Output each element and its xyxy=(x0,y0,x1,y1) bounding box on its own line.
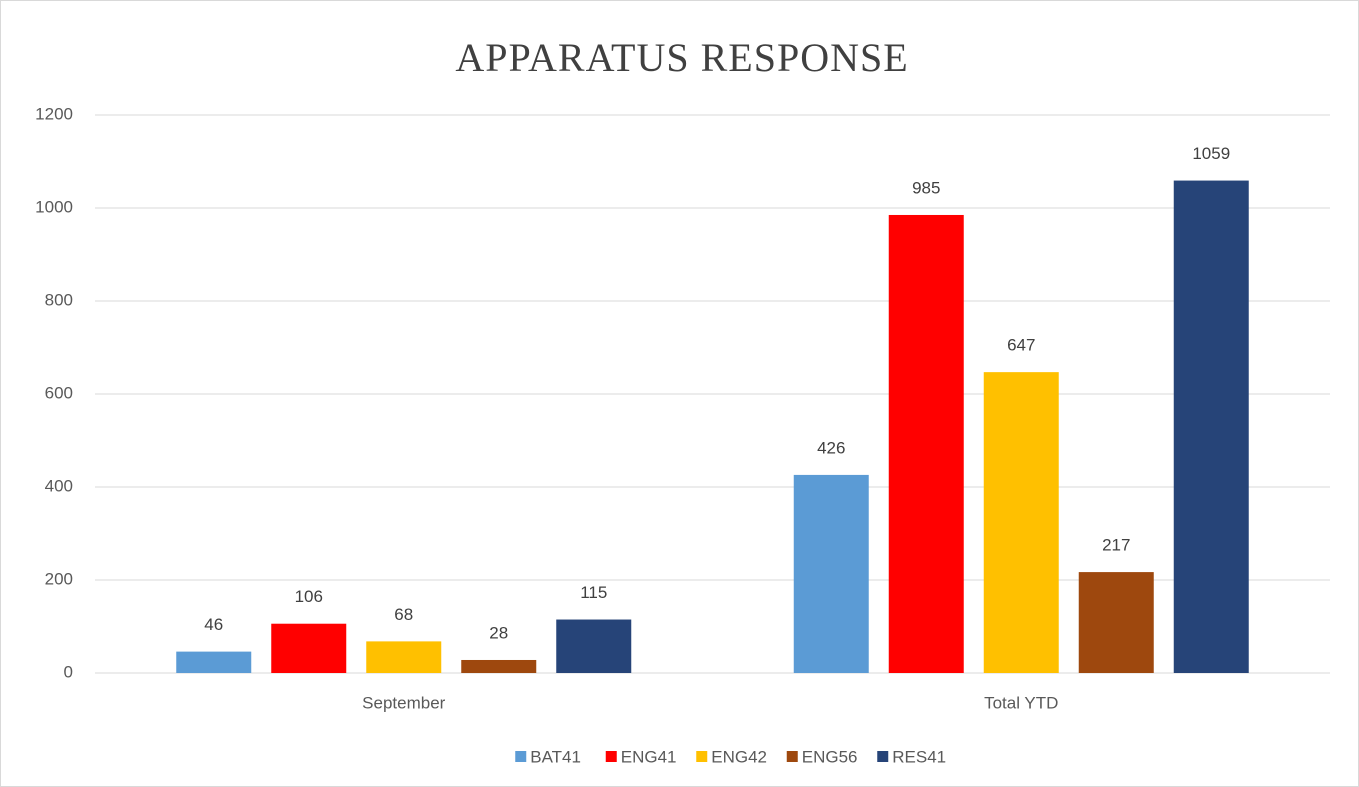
bar xyxy=(556,619,632,673)
bar xyxy=(793,474,869,673)
legend-label: ENG56 xyxy=(802,747,858,766)
x-tick-label: September xyxy=(362,693,445,712)
bar xyxy=(366,641,442,673)
legend-swatch xyxy=(605,751,617,762)
data-label: 106 xyxy=(295,587,323,606)
legend-label: RES41 xyxy=(892,747,946,766)
data-label: 28 xyxy=(489,623,508,642)
x-tick-label: Total YTD xyxy=(984,693,1058,712)
data-label: 217 xyxy=(1102,536,1130,555)
data-label: 68 xyxy=(394,605,413,624)
legend-label: ENG42 xyxy=(711,747,767,766)
data-label: 115 xyxy=(580,583,607,602)
bar xyxy=(983,372,1059,673)
y-tick-label: 600 xyxy=(45,383,73,402)
y-tick-label: 200 xyxy=(45,569,73,588)
legend-label: BAT41 xyxy=(530,747,581,766)
y-tick-label: 0 xyxy=(64,662,73,681)
y-tick-label: 1000 xyxy=(35,197,73,216)
legend-swatch xyxy=(696,751,708,762)
data-label: 426 xyxy=(817,438,845,457)
data-label: 1059 xyxy=(1192,144,1230,163)
legend-swatch xyxy=(786,751,798,762)
y-tick-label: 1200 xyxy=(35,104,73,123)
bar xyxy=(888,214,964,673)
chart-title: APPARATUS RESPONSE xyxy=(455,35,908,80)
y-tick-label: 400 xyxy=(45,476,73,495)
legend-label: ENG41 xyxy=(621,747,677,766)
legend-swatch xyxy=(515,751,527,762)
bar xyxy=(1173,180,1249,673)
legend-swatch xyxy=(877,751,889,762)
bar xyxy=(176,651,252,673)
data-label: 647 xyxy=(1007,336,1035,355)
y-tick-label: 800 xyxy=(45,290,73,309)
bar xyxy=(1078,572,1154,673)
bar xyxy=(271,623,347,673)
data-label: 985 xyxy=(912,178,940,197)
bar xyxy=(461,659,537,673)
data-label: 46 xyxy=(204,615,223,634)
